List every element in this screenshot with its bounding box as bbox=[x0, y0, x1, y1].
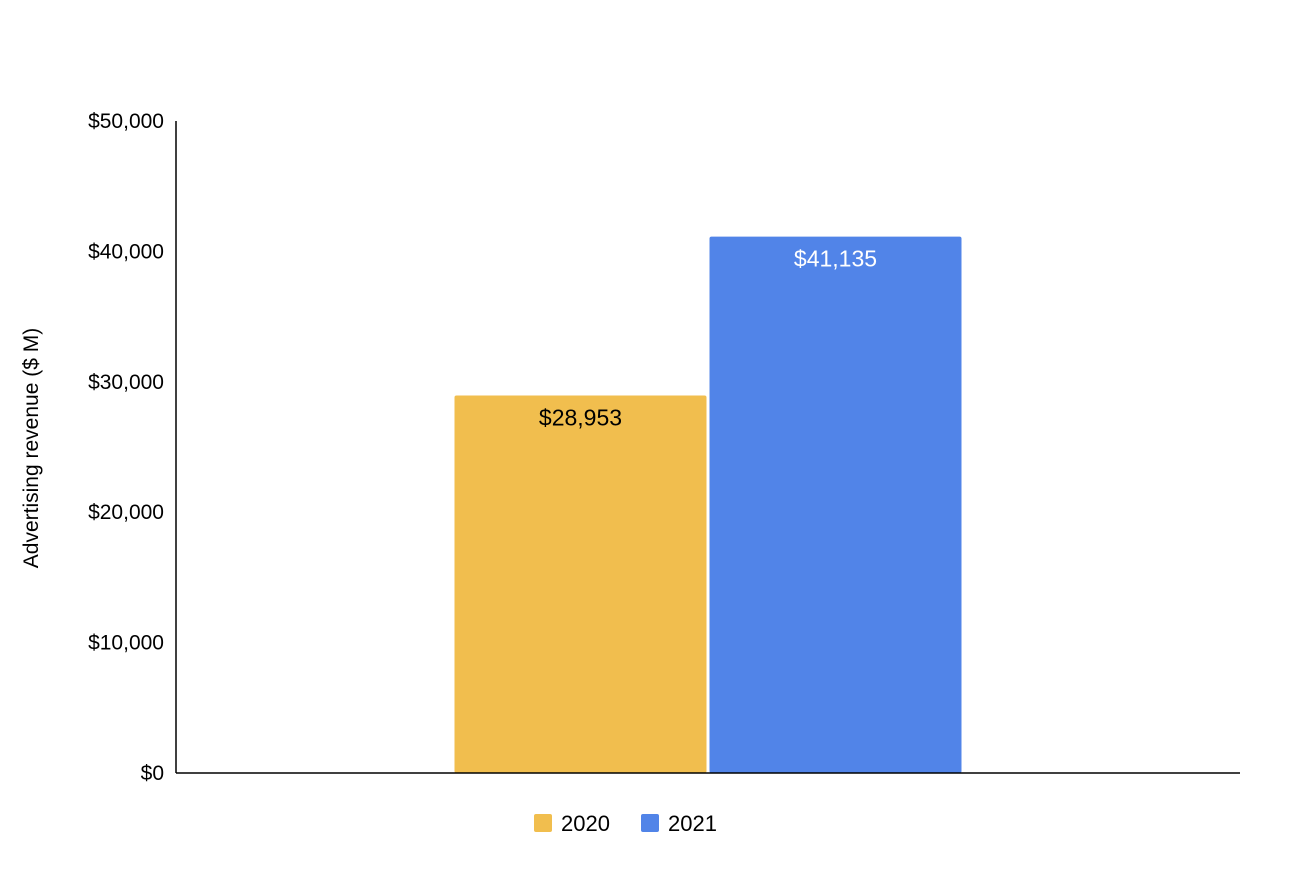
y-axis-title: Advertising revenue ($ M) bbox=[20, 328, 43, 568]
y-tick-label: $30,000 bbox=[88, 371, 164, 394]
y-axis-ticks: $0 $10,000 $20,000 $30,000 $40,000 $50,000 bbox=[88, 110, 164, 785]
legend: 2020 2021 bbox=[534, 811, 717, 836]
y-tick-label: $0 bbox=[141, 762, 164, 785]
data-label-2021: $41,135 bbox=[794, 246, 877, 272]
legend-label-2020: 2020 bbox=[561, 811, 610, 836]
y-tick-label: $50,000 bbox=[88, 110, 164, 133]
bars: $28,953 $41,135 bbox=[454, 236, 962, 773]
legend-swatch-2021 bbox=[641, 814, 659, 832]
legend-swatch-2020 bbox=[534, 814, 552, 832]
data-label-2020: $28,953 bbox=[539, 404, 622, 430]
y-tick-label: $40,000 bbox=[88, 240, 164, 263]
y-tick-label: $10,000 bbox=[88, 632, 164, 655]
bar-2020 bbox=[454, 395, 707, 773]
bar-2021 bbox=[709, 236, 962, 773]
legend-label-2021: 2021 bbox=[668, 811, 717, 836]
y-tick-label: $20,000 bbox=[88, 501, 164, 524]
